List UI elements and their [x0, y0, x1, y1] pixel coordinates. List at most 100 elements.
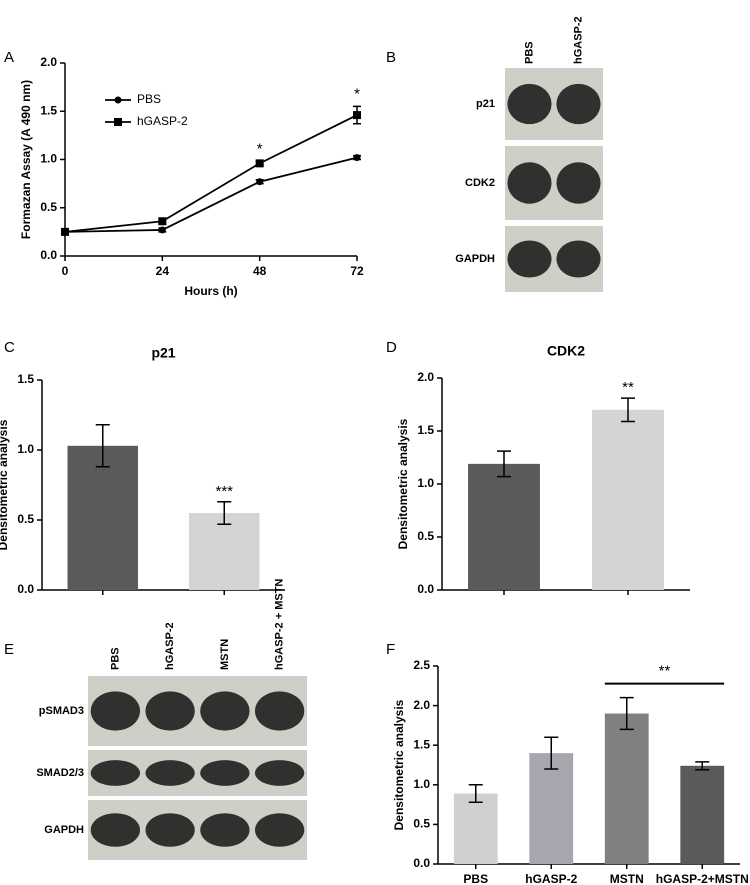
x-tick-label: hGASP-2+MSTN — [656, 872, 749, 885]
x-tick-label: PBS — [463, 872, 488, 885]
error-bar — [619, 696, 634, 731]
y-tick-label: 0.0 — [413, 856, 430, 870]
y-tick-label: 1.5 — [413, 737, 430, 751]
blot-band — [90, 691, 141, 731]
marker — [353, 154, 361, 162]
significance: * — [257, 140, 263, 157]
blot-lane-label: hGASP-2 — [164, 622, 176, 670]
bar — [453, 793, 498, 864]
y-tick-label: 2.0 — [413, 698, 430, 712]
bar — [67, 445, 138, 590]
error-bar — [217, 501, 232, 525]
blot-lane-label: PBS — [109, 647, 121, 670]
bar — [680, 765, 725, 864]
y-tick-label: 0.0 — [417, 582, 434, 596]
y-tick-label: 1.5 — [40, 103, 57, 117]
blot-band — [556, 240, 601, 278]
marker — [255, 159, 264, 168]
blot-band — [145, 760, 195, 786]
blot-band — [90, 813, 141, 847]
panel-label: A — [4, 49, 14, 66]
y-tick-label: 1.0 — [40, 152, 57, 166]
y-tick-label: 1.0 — [17, 442, 34, 456]
bar — [189, 513, 260, 590]
error-bar — [497, 450, 511, 478]
y-tick-label: 0.5 — [17, 512, 34, 526]
y-tick-label: 0.5 — [413, 817, 430, 831]
blot-band — [200, 760, 250, 786]
x-tick-label: 48 — [253, 264, 267, 278]
bar — [529, 753, 574, 864]
y-tick-label: 1.0 — [413, 777, 430, 791]
y-tick-label: 1.5 — [417, 423, 434, 437]
x-axis-label: Hours (h) — [184, 284, 237, 298]
y-tick-label: 1.5 — [17, 372, 34, 386]
blot-row-label: SMAD2/3 — [36, 767, 84, 779]
significance: ** — [622, 379, 634, 396]
marker — [158, 217, 167, 226]
error-bar — [544, 736, 559, 770]
y-tick-label: 0.5 — [417, 529, 434, 543]
y-tick-label: 2.0 — [40, 55, 57, 69]
chart-title: CDK2 — [547, 343, 585, 359]
blot-band — [556, 83, 601, 125]
blot-band — [145, 813, 195, 847]
marker — [61, 227, 69, 236]
y-axis-label: Densitometric analysis — [0, 419, 10, 550]
y-axis-label: Formazan Assay (A 490 nm) — [19, 80, 33, 239]
x-tick-label: 72 — [350, 264, 364, 278]
blot-row-label: CDK2 — [465, 177, 495, 189]
y-tick-label: 0.5 — [40, 200, 57, 214]
blot-lane-label: hGASP-2 + MSTN — [274, 579, 286, 670]
series-line — [64, 156, 358, 233]
blot-row-label: GAPDH — [455, 253, 495, 265]
marker — [353, 111, 361, 120]
x-tick-label: 24 — [156, 264, 170, 278]
panel-label: F — [386, 641, 395, 658]
blot-band — [507, 83, 552, 125]
panel-label: C — [4, 339, 15, 356]
blot-band — [254, 813, 305, 847]
x-tick-label: MSTN — [610, 872, 644, 885]
blot-band — [200, 691, 250, 731]
bar — [604, 713, 649, 864]
blot-row-label: p21 — [476, 98, 495, 110]
blot-band — [556, 162, 601, 204]
y-tick-label: 1.0 — [417, 476, 434, 490]
y-tick-label: 2.5 — [413, 658, 430, 672]
blot-lane-label: PBS — [523, 41, 535, 64]
blot-row-label: GAPDH — [44, 824, 84, 836]
significance: *** — [215, 483, 233, 500]
y-tick-label: 2.0 — [417, 370, 434, 384]
blot-row-label: pSMAD3 — [39, 705, 84, 717]
blot-band — [254, 760, 305, 786]
blot-band — [507, 162, 552, 204]
y-tick-label: 0.0 — [40, 248, 57, 262]
blot-band — [254, 691, 305, 731]
blot-lane-label: hGASP-2 — [572, 16, 584, 64]
blot-band — [90, 760, 141, 786]
blot-lane-label: MSTN — [219, 639, 231, 670]
panel-label: E — [4, 641, 14, 658]
bar — [468, 463, 540, 590]
error-bar — [468, 784, 483, 803]
bar — [592, 409, 664, 590]
blot-band — [145, 691, 195, 731]
blot-band — [200, 813, 250, 847]
y-axis-label: Densitometric analysis — [392, 699, 406, 830]
panel-label: B — [386, 49, 396, 66]
chart-title: p21 — [151, 345, 175, 361]
marker — [158, 226, 166, 234]
significance: * — [354, 85, 360, 102]
marker — [256, 178, 264, 186]
error-bar — [95, 424, 110, 468]
y-tick-label: 0.0 — [17, 582, 34, 596]
x-tick-label: hGASP-2 — [525, 872, 577, 885]
blot-band — [507, 240, 552, 278]
legend-label: hGASP-2 — [137, 114, 188, 128]
legend-marker — [114, 96, 122, 104]
panel-label: D — [386, 339, 397, 356]
comparison-label: ** — [659, 663, 671, 680]
error-bar — [695, 761, 710, 771]
